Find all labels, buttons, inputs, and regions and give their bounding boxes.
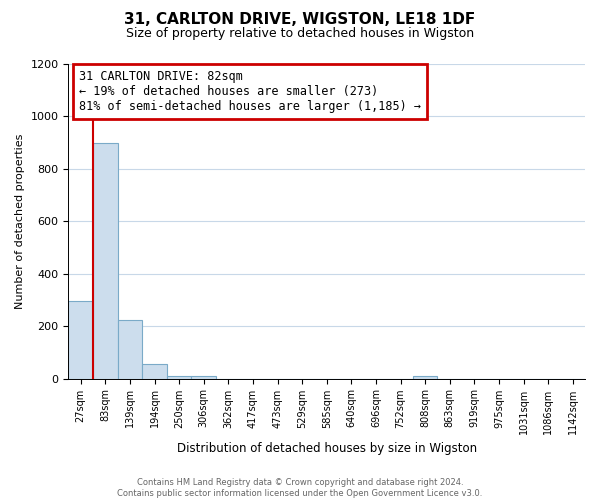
- Bar: [142, 364, 167, 378]
- Bar: [413, 376, 437, 378]
- Bar: [68, 301, 93, 378]
- Text: Size of property relative to detached houses in Wigston: Size of property relative to detached ho…: [126, 28, 474, 40]
- X-axis label: Distribution of detached houses by size in Wigston: Distribution of detached houses by size …: [176, 442, 477, 455]
- Y-axis label: Number of detached properties: Number of detached properties: [15, 134, 25, 309]
- Bar: [191, 376, 216, 378]
- Text: Contains HM Land Registry data © Crown copyright and database right 2024.
Contai: Contains HM Land Registry data © Crown c…: [118, 478, 482, 498]
- Bar: [118, 320, 142, 378]
- Text: 31 CARLTON DRIVE: 82sqm
← 19% of detached houses are smaller (273)
81% of semi-d: 31 CARLTON DRIVE: 82sqm ← 19% of detache…: [79, 70, 421, 114]
- Bar: [167, 376, 191, 378]
- Bar: [93, 142, 118, 378]
- Text: 31, CARLTON DRIVE, WIGSTON, LE18 1DF: 31, CARLTON DRIVE, WIGSTON, LE18 1DF: [124, 12, 476, 28]
